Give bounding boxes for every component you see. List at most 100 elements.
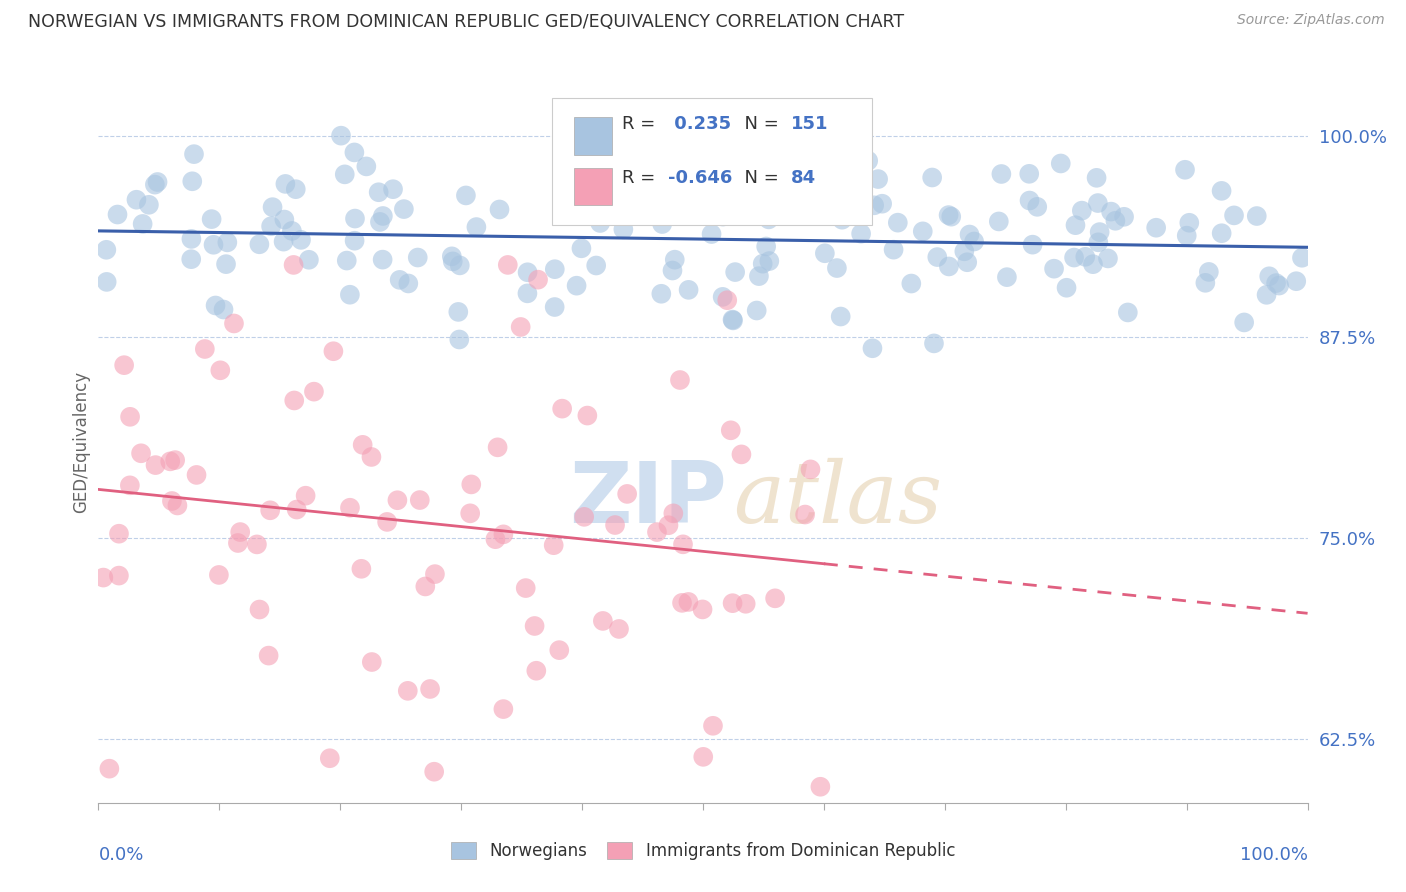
Point	[165, 453, 187, 467]
Point	[143, 178, 166, 192]
Point	[870, 196, 893, 211]
Point	[565, 278, 588, 293]
Point	[700, 227, 723, 241]
Point	[392, 202, 415, 216]
Point	[959, 227, 981, 242]
Text: 100.0%: 100.0%	[1240, 847, 1308, 864]
Point	[655, 175, 678, 189]
Point	[222, 317, 245, 331]
Point	[1174, 162, 1197, 177]
Point	[447, 305, 470, 319]
Point	[734, 597, 756, 611]
Point	[922, 336, 945, 351]
Point	[794, 508, 817, 522]
Point	[343, 234, 366, 248]
Point	[247, 237, 270, 252]
Point	[763, 591, 786, 606]
Point	[492, 527, 515, 541]
Point	[108, 526, 131, 541]
Point	[678, 595, 700, 609]
Point	[360, 655, 382, 669]
Point	[1175, 228, 1198, 243]
Point	[204, 298, 226, 312]
Point	[509, 320, 531, 334]
Point	[131, 217, 153, 231]
Point	[360, 450, 382, 464]
Text: ZIP: ZIP	[569, 458, 727, 541]
Text: 151: 151	[792, 115, 828, 133]
Point	[181, 174, 204, 188]
Point	[592, 614, 614, 628]
Point	[129, 446, 152, 460]
Point	[339, 287, 361, 301]
Text: -0.646: -0.646	[668, 169, 733, 186]
Point	[995, 270, 1018, 285]
Point	[319, 751, 342, 765]
Point	[201, 212, 224, 227]
Point	[419, 681, 441, 696]
Point	[330, 128, 353, 143]
FancyBboxPatch shape	[574, 117, 613, 154]
Point	[862, 341, 884, 355]
Point	[1112, 210, 1135, 224]
Point	[423, 764, 446, 779]
Point	[125, 193, 148, 207]
Point	[770, 121, 793, 136]
Point	[702, 719, 724, 733]
Point	[571, 241, 593, 255]
Text: NORWEGIAN VS IMMIGRANTS FROM DOMINICAN REPUBLIC GED/EQUIVALENCY CORRELATION CHAR: NORWEGIAN VS IMMIGRANTS FROM DOMINICAN R…	[28, 13, 904, 31]
Point	[1070, 203, 1092, 218]
Point	[527, 273, 550, 287]
Point	[194, 342, 217, 356]
Point	[576, 409, 599, 423]
Point	[387, 493, 409, 508]
Point	[1056, 281, 1078, 295]
Point	[544, 300, 567, 314]
Point	[302, 384, 325, 399]
Point	[120, 409, 142, 424]
Point	[284, 182, 307, 196]
Point	[572, 509, 595, 524]
Point	[298, 252, 321, 267]
Text: N =: N =	[734, 169, 785, 186]
Point	[524, 664, 547, 678]
Point	[1063, 251, 1085, 265]
Point	[745, 303, 768, 318]
Text: 84: 84	[792, 169, 817, 186]
Point	[603, 518, 626, 533]
Point	[662, 507, 685, 521]
Point	[138, 198, 160, 212]
Point	[1258, 269, 1281, 284]
Point	[589, 216, 612, 230]
Point	[711, 290, 734, 304]
Point	[883, 243, 905, 257]
Point	[350, 562, 373, 576]
Point	[423, 567, 446, 582]
Point	[755, 239, 778, 253]
Point	[1178, 216, 1201, 230]
Point	[799, 462, 821, 476]
Point	[283, 393, 305, 408]
Point	[657, 518, 679, 533]
Legend: Norwegians, Immigrants from Dominican Republic: Norwegians, Immigrants from Dominican Re…	[444, 835, 962, 867]
Point	[1074, 250, 1097, 264]
Point	[720, 423, 742, 437]
Point	[887, 216, 910, 230]
Point	[413, 579, 436, 593]
Point	[1087, 196, 1109, 211]
Point	[343, 211, 366, 226]
Point	[849, 227, 872, 241]
Point	[1265, 276, 1288, 290]
Point	[808, 780, 831, 794]
Text: N =: N =	[734, 115, 785, 133]
Point	[441, 254, 464, 268]
Point	[672, 537, 695, 551]
Point	[825, 261, 848, 276]
Point	[159, 454, 181, 468]
Point	[145, 458, 167, 472]
Point	[516, 286, 538, 301]
Point	[367, 186, 389, 200]
Point	[748, 269, 770, 284]
Point	[333, 167, 356, 181]
Point	[449, 259, 471, 273]
